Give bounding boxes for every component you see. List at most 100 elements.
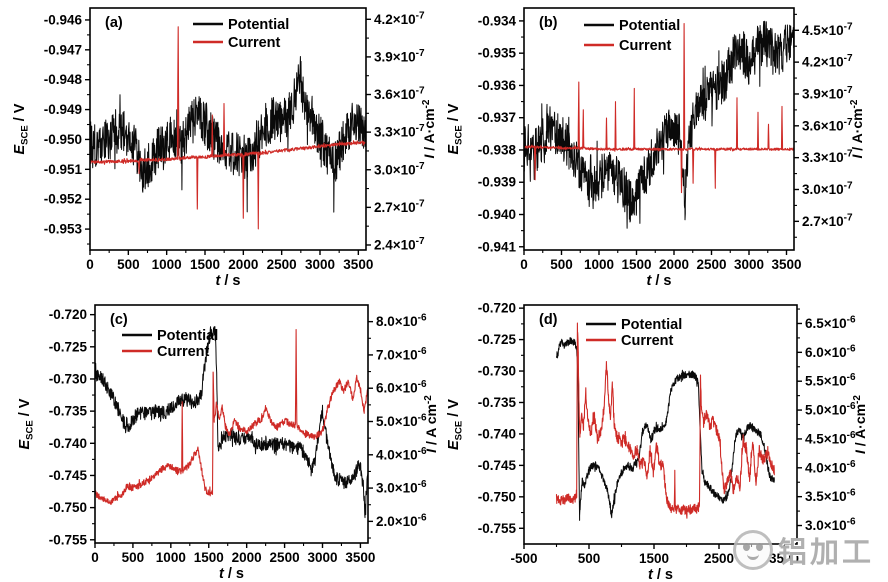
left-tick-label: -0.946 — [44, 12, 83, 27]
right-tick-label: 4.2×10-7 — [802, 53, 853, 70]
series-potential-line — [556, 337, 775, 521]
left-tick-label: -0.950 — [44, 132, 82, 147]
right-tick-label: 3.0×10-6 — [805, 517, 856, 534]
x-tick-label: 0 — [91, 550, 99, 565]
right-tick-label: 4.5×10-7 — [802, 21, 853, 38]
right-axis-title: I / A·cm-2 — [852, 395, 868, 454]
x-tick-label: -500 — [510, 551, 537, 566]
x-axis-title: t / s — [648, 567, 673, 582]
right-tick-label: 3.9×10-7 — [802, 85, 853, 102]
right-tick-label: 3.9×10-7 — [374, 48, 425, 64]
panel-a-chart: 0 500 1000 1500 2000 2500 3000 3500 -0.946 -0.947… — [12, 7, 437, 289]
left-tick-label: -0.730 — [478, 364, 516, 379]
left-tick-label: -0.755 — [49, 532, 88, 547]
left-tick-label: -0.939 — [478, 175, 516, 190]
series-potential-line — [95, 326, 368, 519]
right-tick-label: 8.0×10-6 — [376, 313, 427, 330]
right-tick-label: 4.0×10-6 — [376, 446, 427, 463]
left-tick-label: -0.935 — [478, 46, 517, 61]
right-tick-label: 6.5×10-6 — [805, 314, 856, 331]
watermark-logo-eye-icon — [743, 543, 750, 551]
right-axis-title: I / A·cm-2 — [849, 99, 865, 158]
left-tick-label: -0.750 — [49, 500, 87, 515]
x-tick-label: 3000 — [734, 257, 764, 272]
x-tick-label: 3500 — [343, 257, 373, 272]
panel-b: 0 500 1000 1500 2000 2500 3000 3500 -0.934 -0.935… — [444, 0, 888, 291]
right-tick-label: 5.0×10-6 — [805, 401, 856, 418]
left-tick-label: -0.740 — [49, 436, 87, 451]
left-tick-label: -0.730 — [49, 371, 87, 386]
x-tick-label: 500 — [117, 257, 140, 272]
plot-frame — [94, 304, 369, 544]
x-tick-label: 1500 — [190, 257, 220, 272]
x-tick-label: 0 — [520, 257, 528, 272]
x-tick-label: 1500 — [621, 257, 651, 272]
left-tick-label: -0.755 — [478, 521, 517, 536]
right-tick-label: 3.5×10-6 — [805, 488, 856, 505]
x-tick-label: 2500 — [270, 550, 300, 565]
corner-label: (c) — [110, 312, 128, 328]
right-tick-label: 3.6×10-7 — [802, 117, 853, 134]
right-tick-label: 3.3×10-7 — [802, 149, 853, 166]
series-current-line — [524, 23, 794, 194]
x-axis-title: t / s — [219, 566, 244, 582]
right-tick-label: 5.0×10-6 — [376, 413, 427, 430]
x-tick-label: 500 — [578, 551, 601, 566]
right-tick-label: 3.6×10-7 — [374, 86, 425, 103]
plot-frame — [523, 7, 795, 251]
x-axis-title: t / s — [647, 273, 672, 289]
legend-label-current: Current — [619, 38, 672, 54]
left-tick-label: -0.750 — [478, 489, 516, 504]
left-tick-label: -0.720 — [49, 307, 87, 322]
x-tick-label: 3500 — [771, 257, 801, 272]
x-tick-label: 3500 — [345, 550, 375, 565]
x-tick-label: 0 — [86, 257, 94, 272]
left-axis-title: ESCE / V — [12, 103, 31, 154]
x-tick-label: 3000 — [307, 550, 337, 565]
legend-label-potential: Potential — [619, 18, 680, 34]
left-tick-label: -0.951 — [44, 162, 83, 177]
left-tick-label: -0.941 — [478, 239, 517, 254]
left-tick-label: -0.735 — [478, 395, 517, 410]
left-axis-title: ESCE / V — [446, 399, 465, 450]
right-tick-label: 3.3×10-7 — [374, 123, 425, 140]
x-axis-title: t / s — [216, 273, 241, 289]
legend-label-potential: Potential — [228, 17, 289, 33]
x-tick-label: 2500 — [696, 257, 726, 272]
left-tick-label: -0.938 — [478, 142, 517, 157]
left-tick-label: -0.745 — [49, 468, 88, 483]
watermark-text: 铝加工 — [778, 537, 875, 569]
right-tick-label: 3.0×10-6 — [376, 479, 427, 496]
x-tick-label: 3500 — [769, 551, 799, 566]
right-tick-label: 6.0×10-6 — [805, 343, 856, 360]
x-tick-label: 2000 — [659, 257, 689, 272]
legend-label-current: Current — [157, 344, 210, 360]
left-tick-label: -0.735 — [49, 404, 88, 419]
left-tick-label: -0.947 — [44, 42, 82, 57]
series-current-line — [555, 322, 775, 519]
right-tick-label: 6.0×10-6 — [376, 379, 427, 396]
corner-label: (d) — [539, 312, 558, 328]
right-tick-label: 2.4×10-7 — [374, 236, 425, 253]
right-tick-label: 5.5×10-6 — [805, 372, 856, 389]
left-tick-label: -0.934 — [478, 13, 517, 28]
x-tick-label: 2500 — [704, 551, 734, 566]
x-tick-label: 500 — [550, 257, 573, 272]
legend-label-current: Current — [228, 35, 281, 51]
right-tick-label: 3.0×10-7 — [802, 181, 853, 198]
panel-c: 0 500 1000 1500 2000 2500 3000 3500 -0.720 -0.725… — [0, 291, 444, 582]
right-tick-label: 4.2×10-7 — [374, 10, 425, 27]
legend-label-potential: Potential — [621, 317, 682, 333]
left-tick-label: -0.952 — [44, 192, 82, 207]
x-tick-label: 2500 — [267, 257, 297, 272]
watermark-logo-mouth-icon — [747, 551, 759, 560]
legend-label-potential: Potential — [157, 328, 218, 344]
x-tick-label: 500 — [122, 550, 145, 565]
left-tick-label: -0.937 — [478, 110, 516, 125]
right-tick-label: 2.7×10-7 — [802, 212, 853, 229]
left-tick-label: -0.745 — [478, 458, 517, 473]
right-tick-label: 7.0×10-6 — [376, 346, 427, 363]
series-potential-line — [90, 56, 366, 213]
left-tick-label: -0.936 — [478, 78, 517, 93]
